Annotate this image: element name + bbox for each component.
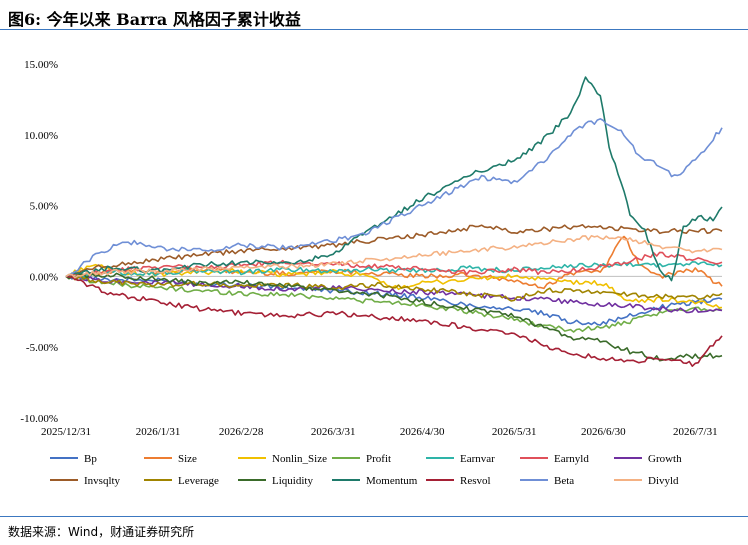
legend-item-size: Size — [144, 453, 197, 465]
series-line-momentum — [65, 76, 723, 282]
y-tick-label: 0.00% — [30, 271, 58, 283]
x-tick-label: 2026/4/30 — [400, 426, 445, 438]
series-line-growth — [65, 274, 723, 314]
legend-item-growth: Growth — [614, 453, 682, 465]
legend-item-profit: Profit — [332, 453, 391, 465]
series-line-leverage — [65, 275, 723, 302]
legend-item-beta: Beta — [520, 475, 574, 487]
x-tick-label: 2026/3/31 — [311, 426, 356, 438]
y-tick-label: -10.00% — [20, 413, 58, 425]
y-tick-label: 15.00% — [24, 59, 58, 71]
legend-label: Growth — [648, 453, 682, 465]
legend-item-divyld: Divyld — [614, 475, 679, 487]
legend-label: Leverage — [178, 475, 219, 487]
legend-item-invsqlty: Invsqlty — [50, 475, 121, 487]
x-tick-label: 2026/2/28 — [219, 426, 264, 438]
series-line-invsqlty — [65, 224, 723, 278]
legend-label: Beta — [554, 475, 574, 487]
chart-series — [65, 76, 723, 367]
series-line-earnyld — [65, 251, 723, 278]
series-line-beta — [65, 118, 723, 278]
legend-item-leverage: Leverage — [144, 475, 219, 487]
series-line-divyld — [65, 235, 723, 279]
legend-item-earnvar: Earnvar — [426, 453, 495, 465]
series-line-size — [65, 235, 723, 290]
legend-label: Profit — [366, 453, 391, 465]
legend-label: Liquidity — [272, 475, 313, 487]
legend-label: Divyld — [648, 475, 679, 487]
series-line-profit — [65, 274, 723, 333]
legend-label: Size — [178, 453, 197, 465]
legend-label: Momentum — [366, 475, 418, 487]
chart-legend: Bp Size Nonlin_Size Profit Earnvar Earnyld Gro… — [50, 453, 682, 487]
x-tick-label: 2026/7/31 — [673, 426, 718, 438]
x-tick-label: 2026/1/31 — [136, 426, 181, 438]
chart-title: 图6: 今年以来 Barra 风格因子累计收益 — [8, 10, 301, 29]
y-tick-label: 5.00% — [30, 201, 58, 213]
y-tick-label: -5.00% — [26, 342, 58, 354]
source-note: 数据来源：Wind，财通证券研究所 — [8, 525, 195, 539]
chart-axes: 15.00% 10.00% 5.00% 0.00% -5.00% -10.00%2025/… — [20, 59, 722, 438]
legend-item-momentum: Momentum — [332, 475, 418, 487]
legend-label: Earnyld — [554, 453, 589, 465]
legend-item-bp: Bp — [50, 453, 97, 465]
y-tick-label: 10.00% — [24, 130, 58, 142]
legend-item-earnyld: Earnyld — [520, 453, 589, 465]
legend-label: Nonlin_Size — [272, 453, 327, 465]
x-tick-label: 2026/5/31 — [492, 426, 537, 438]
title-divider — [0, 29, 748, 30]
series-line-nonlin-size — [65, 263, 723, 309]
series-line-liquidity — [65, 272, 723, 362]
x-tick-label: 2025/12/31 — [41, 426, 91, 438]
legend-item-liquidity: Liquidity — [238, 475, 313, 487]
series-line-resvol — [65, 275, 723, 367]
x-tick-label: 2026/6/30 — [581, 426, 626, 438]
legend-label: Invsqlty — [84, 475, 121, 487]
footer-divider — [0, 516, 748, 517]
legend-item-nonlin-size: Nonlin_Size — [238, 453, 327, 465]
legend-label: Earnvar — [460, 453, 495, 465]
legend-label: Bp — [84, 453, 97, 465]
legend-label: Resvol — [460, 475, 491, 487]
legend-item-resvol: Resvol — [426, 475, 491, 487]
line-chart: 15.00% 10.00% 5.00% 0.00% -5.00% -10.00%2025/… — [20, 59, 723, 487]
